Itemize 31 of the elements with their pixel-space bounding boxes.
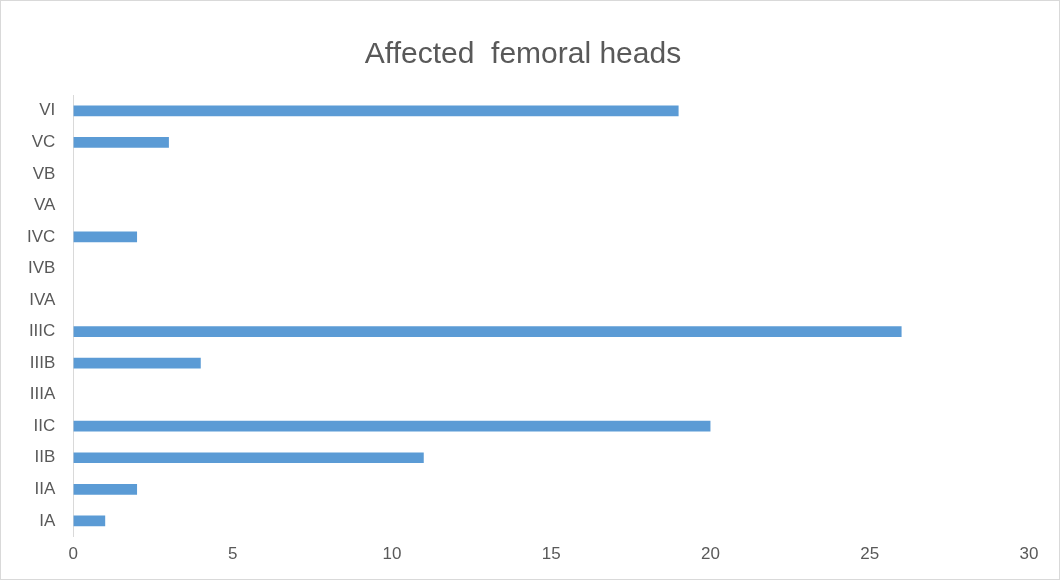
bar: [73, 452, 424, 464]
y-tick-label: VC: [31, 132, 56, 151]
bar: [73, 420, 711, 432]
y-tick-label: IIA: [34, 478, 56, 498]
y-tick-label: IIIC: [28, 321, 56, 341]
x-tick-label: 0: [68, 544, 79, 564]
y-tick-label: IIC: [33, 415, 56, 435]
y-tick-label: IVA: [29, 289, 56, 309]
y-tick-label: IIIB: [29, 352, 56, 372]
bar: [73, 105, 679, 117]
bar: [73, 231, 138, 243]
y-tick-label: VB: [32, 163, 56, 183]
x-tick-label: 15: [541, 544, 561, 564]
bar: [73, 357, 201, 369]
bar: [73, 326, 902, 337]
x-tick-label: 10: [382, 544, 402, 564]
y-tick-label: IIB: [34, 447, 56, 467]
bar: [73, 483, 138, 495]
chart-title: Affected femoral heads: [364, 36, 682, 70]
x-tick-label: 5: [227, 544, 238, 564]
y-tick-label: VI: [39, 100, 56, 120]
y-tick-label: IA: [39, 510, 56, 530]
y-tick-label: IIIA: [29, 384, 56, 404]
x-tick-label: 30: [1019, 544, 1039, 564]
y-tick-label: VA: [33, 195, 56, 215]
y-tick-label: IVC: [27, 226, 56, 246]
y-tick-label: IVB: [27, 258, 56, 278]
bar: [73, 515, 106, 527]
bar: [73, 136, 169, 148]
x-tick-label: 20: [700, 544, 720, 564]
x-tick-label: 25: [860, 544, 880, 564]
